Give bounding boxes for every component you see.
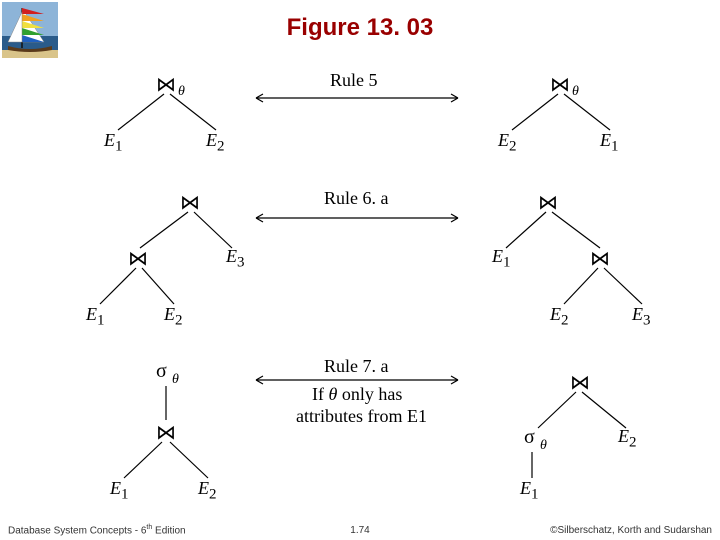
diagram-area: ⋈θE1E2Rule 5⋈θE2E1⋈⋈E1E2E3Rule 6. a⋈⋈E1E… <box>0 60 720 520</box>
diagram-label-e32r: E2 <box>550 304 569 330</box>
diagram-label-e31: E1 <box>86 304 105 330</box>
diagram-label-sigthr: θ <box>540 438 547 454</box>
diagram-label-j3: ⋈ <box>156 420 176 445</box>
diagram-label-j2b: ⋈ <box>128 246 148 271</box>
diagram-label-j3r: ⋈ <box>570 370 590 395</box>
diagram-label-e42r: E2 <box>618 426 637 452</box>
diagram-label-sig: σ <box>156 360 167 383</box>
diagram-label-th1b: θ <box>572 84 579 100</box>
figure-title: Figure 13. 03 <box>0 14 720 42</box>
diagram-label-sigr: σ <box>524 426 535 449</box>
diagram-label-e12: E2 <box>206 130 225 156</box>
diagram-label-j1: ⋈ <box>156 72 176 97</box>
diagram-label-e21b: E2 <box>498 130 517 156</box>
diagram-label-r5: Rule 5 <box>330 70 378 91</box>
diagram-label-r7b: attributes from E1 <box>296 406 427 427</box>
diagram-label-e11: E1 <box>104 130 123 156</box>
diagram-label-e42: E2 <box>198 478 217 504</box>
diagram-label-e33: E3 <box>226 246 245 272</box>
diagram-label-e41r: E1 <box>520 478 539 504</box>
diagram-label-r7a: If θ only has <box>312 384 402 405</box>
diagram-label-j2t: ⋈ <box>180 190 200 215</box>
diagram-label-j2tr: ⋈ <box>538 190 558 215</box>
footer-right: ©Silberschatz, Korth and Sudarshan <box>550 525 712 536</box>
diagram-label-j2br: ⋈ <box>590 246 610 271</box>
diagram-label-r6: Rule 6. a <box>324 188 389 209</box>
diagram-label-e32: E2 <box>164 304 183 330</box>
diagram-label-e31r: E1 <box>492 246 511 272</box>
diagram-label-e11b: E1 <box>600 130 619 156</box>
diagram-label-e41: E1 <box>110 478 129 504</box>
diagram-svg <box>0 60 720 520</box>
diagram-label-j1b: ⋈ <box>550 72 570 97</box>
diagram-label-sigth: θ <box>172 372 179 388</box>
diagram-label-e33r: E3 <box>632 304 651 330</box>
diagram-label-th1: θ <box>178 84 185 100</box>
diagram-label-r7: Rule 7. a <box>324 356 389 377</box>
